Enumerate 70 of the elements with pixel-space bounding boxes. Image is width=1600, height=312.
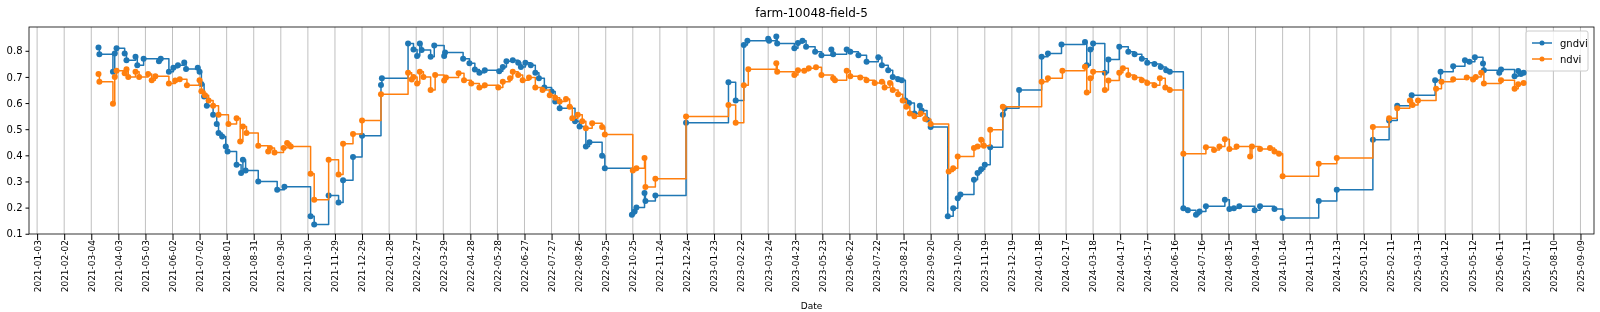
x-tick-label: 2023-12-19 <box>1007 239 1018 293</box>
x-tick-label: 2022-11-24 <box>655 239 666 293</box>
x-tick-label: 2023-05-23 <box>817 240 828 293</box>
y-tick-label: 0.7 <box>6 71 23 83</box>
y-tick-label: 0.8 <box>6 45 23 57</box>
y-tick-label: 0.2 <box>6 202 23 214</box>
x-tick-label: 2024-09-14 <box>1250 239 1261 293</box>
x-tick-label: 2024-10-14 <box>1278 239 1288 293</box>
x-tick-label: 2022-08-26 <box>574 239 585 293</box>
x-tick-label: 2024-05-17 <box>1142 240 1153 293</box>
y-tick-label: 0.3 <box>6 176 23 188</box>
y-tick-label: 0.4 <box>6 150 23 162</box>
x-tick-label: 2023-01-23 <box>709 240 720 293</box>
x-tick-label: 2021-04-03 <box>113 240 124 293</box>
x-tick-label: 2023-03-24 <box>763 239 774 293</box>
x-tick-label: 2021-01-03 <box>32 240 43 293</box>
x-tick-label: 2024-02-17 <box>1061 240 1072 293</box>
x-tick-label: 2021-10-30 <box>303 239 314 293</box>
x-tick-label: 2021-03-04 <box>86 239 97 293</box>
x-tick-label: 2025-08-10 <box>1548 239 1559 293</box>
x-tick-label: 2021-09-30 <box>276 239 287 293</box>
x-tick-label: 2022-12-24 <box>682 239 693 293</box>
x-tick-label: 2022-05-28 <box>492 239 503 293</box>
x-tick-label: 2025-01-12 <box>1359 240 1370 293</box>
x-tick-label: 2022-06-27 <box>519 240 530 293</box>
x-tick-label: 2021-08-31 <box>249 240 260 293</box>
x-tick-label: 2022-03-29 <box>438 239 449 293</box>
x-axis-title: Date <box>800 301 823 311</box>
x-tick-label: 2022-10-25 <box>628 240 639 293</box>
x-tick-label: 2024-08-15 <box>1223 240 1234 293</box>
x-tick-label: 2022-04-28 <box>465 239 476 293</box>
x-tick-label: 2024-03-18 <box>1088 239 1099 293</box>
y-tick-label: 0.6 <box>6 97 23 109</box>
x-tick-label: 2021-11-29 <box>330 239 341 293</box>
x-tick-label: 2023-09-20 <box>926 239 937 293</box>
x-tick-label: 2022-07-27 <box>546 240 557 293</box>
x-tick-label: 2021-02-02 <box>59 240 70 293</box>
x-tick-label: 2023-06-22 <box>844 240 855 293</box>
x-tick-label: 2024-12-13 <box>1332 240 1343 293</box>
chart-title: farm-10048-field-5 <box>755 6 868 20</box>
x-tick-label: 2025-02-11 <box>1386 240 1397 293</box>
y-tick-label: 0.5 <box>6 123 23 135</box>
x-tick-label: 2024-11-13 <box>1305 240 1316 293</box>
x-tick-label: 2022-09-25 <box>601 240 612 293</box>
x-tick-label: 2023-11-19 <box>980 239 991 293</box>
x-tick-label: 2023-04-23 <box>790 240 801 293</box>
legend-label: ndvi <box>1560 54 1582 65</box>
x-tick-label: 2025-04-12 <box>1440 240 1451 293</box>
legend-label: gndvi <box>1560 38 1588 49</box>
x-tick-label: 2023-08-21 <box>898 240 909 293</box>
x-tick-label: 2025-05-12 <box>1467 240 1478 293</box>
y-tick-label: 0.1 <box>6 228 23 240</box>
x-tick-label: 2024-06-16 <box>1169 239 1180 293</box>
x-tick-label: 2023-07-22 <box>871 240 882 293</box>
x-tick-label: 2025-07-11 <box>1521 240 1532 293</box>
x-tick-label: 2021-12-29 <box>357 239 368 293</box>
x-tick-label: 2022-02-27 <box>411 240 422 293</box>
x-tick-label: 2024-04-17 <box>1115 240 1126 293</box>
x-tick-label: 2023-02-22 <box>736 240 747 293</box>
x-tick-label: 2021-05-03 <box>140 240 151 293</box>
x-tick-label: 2025-09-09 <box>1575 239 1586 293</box>
x-tick-label: 2022-01-28 <box>384 239 395 293</box>
x-tick-label: 2024-01-18 <box>1034 239 1045 293</box>
x-tick-label: 2023-10-20 <box>953 239 964 293</box>
x-tick-label: 2025-03-13 <box>1413 240 1424 293</box>
x-tick-label: 2021-06-02 <box>167 240 178 293</box>
x-tick-label: 2024-07-16 <box>1196 239 1207 293</box>
x-tick-label: 2021-07-02 <box>194 240 205 293</box>
x-tick-label: 2025-06-11 <box>1494 240 1505 293</box>
x-tick-label: 2021-08-01 <box>222 240 233 293</box>
